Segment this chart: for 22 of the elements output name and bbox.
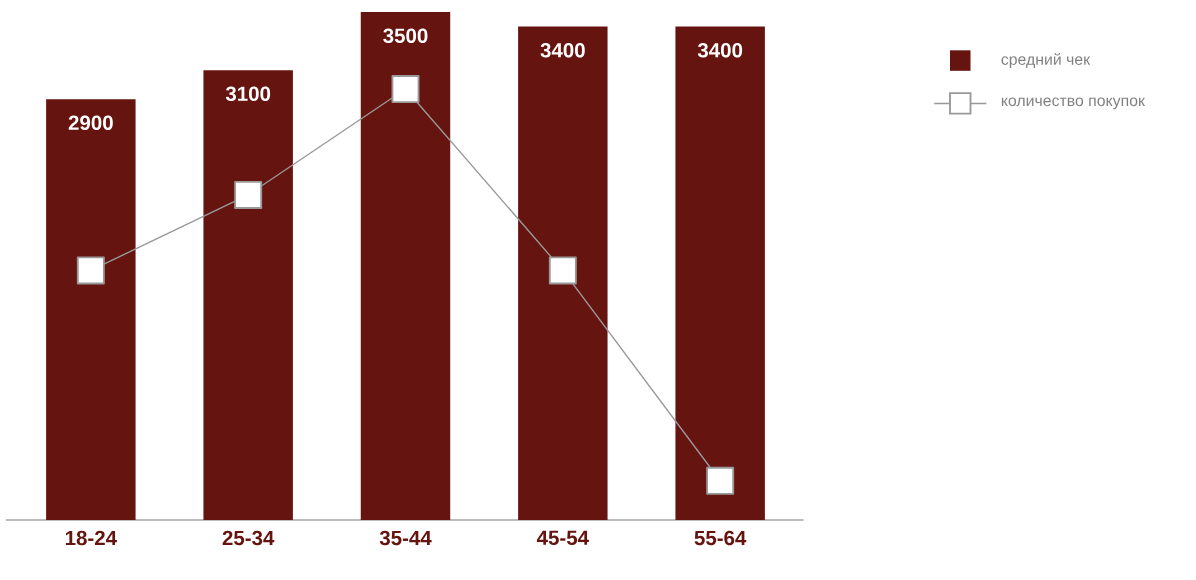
bar: [360, 12, 451, 521]
data-label: 3500: [383, 28, 428, 44]
point: [76, 256, 105, 285]
point: [391, 75, 420, 104]
bar: [203, 70, 293, 521]
data-label: 2900: [68, 115, 113, 131]
point: [706, 467, 735, 495]
bar: [46, 99, 136, 521]
data-label: 3400: [540, 43, 585, 58]
point: [548, 256, 577, 285]
bar: [675, 26, 765, 521]
x-tick-label: 35-44: [379, 530, 432, 546]
x-tick-label: 25-34: [222, 530, 275, 546]
point: [234, 181, 263, 210]
legend-label: количество покупок: [1001, 97, 1146, 110]
x-tick-label: 45-54: [536, 530, 589, 546]
legend-label: средний чек: [1001, 53, 1091, 69]
x-tick-label: 18-24: [65, 530, 117, 546]
data-label: 3400: [697, 43, 743, 58]
x-tick-label: 55-64: [694, 530, 747, 546]
bar: [518, 26, 608, 521]
data-label: 3100: [225, 86, 271, 102]
